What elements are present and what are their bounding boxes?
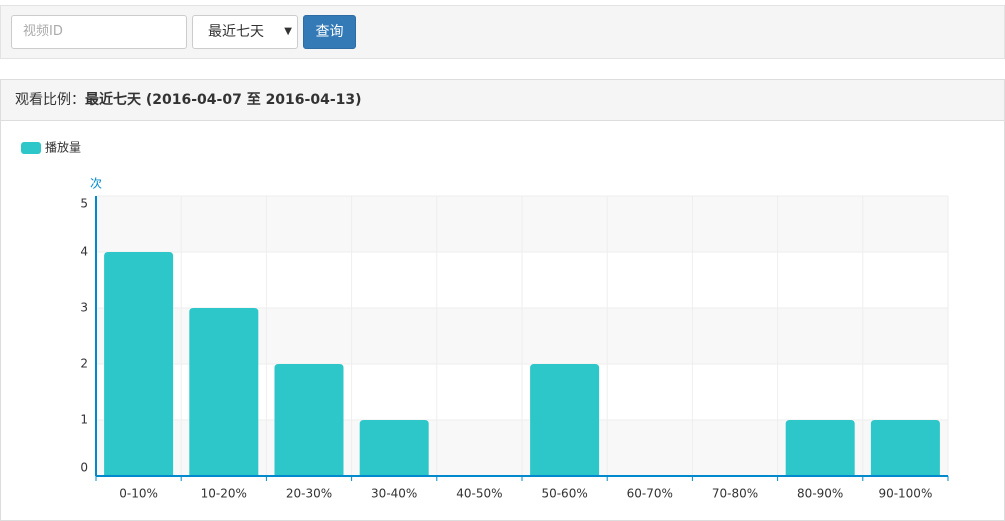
y-tick-label: 2 bbox=[80, 357, 88, 371]
bar bbox=[104, 252, 174, 476]
y-tick-label: 0 bbox=[80, 461, 88, 475]
y-tick-label: 5 bbox=[80, 197, 88, 211]
bar bbox=[359, 420, 429, 476]
legend-label: 播放量 bbox=[45, 140, 81, 155]
x-tick-label: 20-30% bbox=[286, 487, 332, 501]
x-tick-label: 60-70% bbox=[627, 487, 673, 501]
x-tick-label: 80-90% bbox=[797, 487, 843, 501]
bar bbox=[274, 364, 344, 476]
x-tick-label: 70-80% bbox=[712, 487, 758, 501]
y-tick-label: 4 bbox=[80, 245, 88, 259]
bar bbox=[785, 420, 855, 476]
x-tick-label: 10-20% bbox=[201, 487, 247, 501]
panel-heading: 观看比例：最近七天 (2016-04-07 至 2016-04-13) bbox=[1, 80, 1004, 121]
video-id-input[interactable]: 视频ID bbox=[11, 15, 187, 49]
period-select[interactable]: 最近七天 ▼ bbox=[192, 15, 298, 49]
x-tick-label: 0-10% bbox=[119, 487, 158, 501]
panel-label: 观看比例： bbox=[15, 92, 85, 108]
panel-range: 最近七天 (2016-04-07 至 2016-04-13) bbox=[85, 92, 362, 108]
y-tick-label: 1 bbox=[80, 413, 88, 427]
bar bbox=[530, 364, 600, 476]
bar bbox=[189, 308, 259, 476]
panel: 观看比例：最近七天 (2016-04-07 至 2016-04-13) bbox=[0, 79, 1005, 521]
period-value: 最近七天 bbox=[208, 24, 264, 40]
y-tick-label: 3 bbox=[80, 301, 88, 315]
x-tick-label: 30-40% bbox=[371, 487, 417, 501]
bar bbox=[870, 420, 940, 476]
select-arrow: ▼ bbox=[284, 26, 292, 37]
x-tick-label: 50-60% bbox=[541, 487, 587, 501]
query-button[interactable]: 查询 bbox=[303, 15, 356, 49]
toolbar: 视频ID 最近七天 ▼ 查询 bbox=[0, 5, 1005, 59]
y-axis-title: 次 bbox=[90, 177, 102, 191]
x-tick-label: 40-50% bbox=[456, 487, 502, 501]
legend-swatch bbox=[21, 142, 41, 154]
x-tick-label: 90-100% bbox=[878, 487, 932, 501]
